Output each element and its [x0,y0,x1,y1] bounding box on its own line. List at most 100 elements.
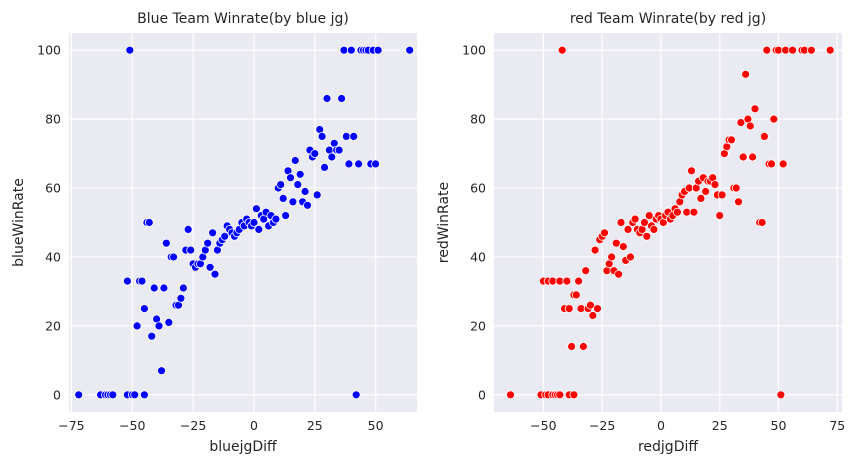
scatter-point-red [640,218,649,227]
y-tick-label-red: 100 [462,43,486,58]
scatter-point-blue [254,224,264,234]
scatter-point-red [687,166,696,176]
y-axis-label-red: redWinRate [436,182,452,263]
scatter-point-blue [405,45,415,55]
scatter-point-red [574,276,583,286]
scatter-point-blue [139,390,149,400]
scatter-point-blue [210,269,220,279]
scatter-point-blue [337,94,347,103]
scatter-point-blue [373,45,383,55]
scatter-point-red [757,218,767,227]
scatter-point-red [762,45,772,55]
scatter-point-red [630,214,640,224]
x-tick-label-blue: −25 [180,418,206,433]
scatter-point-blue [293,180,303,190]
scatter-point-red [710,180,720,190]
scatter-point-blue [149,283,159,293]
scatter-point-red [579,342,588,351]
scatter-point-red [564,304,574,314]
x-tick-label-red: 0 [657,418,665,433]
scatter-point-blue [164,317,174,327]
scatter-point-blue [147,331,157,341]
scatter-point-blue [169,252,179,262]
scatter-point-red [626,252,635,262]
scatter-point-red [748,152,757,162]
scatter-point-red [571,290,581,300]
scatter-point-red [642,231,652,241]
blue-winrate-panel: −75 −50 −25 0 25 50 0 20 40 60 80 100 Blue Team Win… [11,11,417,455]
scatter-point-red [731,183,741,193]
x-tick-label-red: 50 [771,418,787,433]
scatter-point-blue [351,390,361,400]
x-tick-label-blue: 25 [307,418,323,433]
scatter-point-red [555,390,565,400]
scatter-point-red [644,211,654,221]
scatter-point-blue [159,283,169,293]
points-blue [74,45,415,400]
x-tick-label-red: −50 [530,418,556,433]
scatter-point-red [590,245,600,255]
scatter-point-blue [139,304,149,314]
y-tick-label-red: 40 [470,249,486,264]
scatter-point-blue [303,200,312,210]
scatter-point-blue [178,283,188,293]
scatter-point-red [769,114,779,124]
scatter-point-red [593,304,602,314]
ticks-red: −50 −25 0 25 50 75 0 20 40 60 80 100 [462,43,845,433]
scatter-point-red [734,197,743,207]
y-tick-label-red: 60 [470,181,486,196]
scatter-point-red [569,390,579,400]
scatter-point-blue [208,228,218,238]
scatter-point-blue [349,131,359,141]
scatter-point-red [611,238,621,248]
scatter-point-blue [346,45,356,55]
scatter-point-red [807,45,816,55]
scatter-point-blue [176,293,186,303]
scatter-point-blue [74,390,84,400]
y-tick-label-blue: 40 [45,249,61,264]
scatter-point-red [623,224,633,234]
scatter-point-blue [144,218,154,227]
scatter-point-red [614,269,623,279]
chart-title-blue: Blue Team Winrate(by blue jg) [137,11,349,27]
scatter-point-blue [132,321,142,331]
scatter-point-red [562,276,572,286]
scatter-point-red [776,390,786,400]
scatter-point-blue [137,276,147,286]
scatter-point-red [506,390,515,400]
scatter-point-red [778,159,788,169]
x-tick-label-blue: −50 [119,418,145,433]
x-axis-label-blue: bluejgDiff [209,439,277,455]
scatter-point-blue [317,131,327,141]
scatter-point-red [715,211,725,221]
scatter-point-blue [290,156,300,165]
scatter-point-blue [220,231,230,241]
x-tick-label-red: 75 [829,418,845,433]
scatter-point-red [738,152,748,162]
scatter-point-red [607,252,616,262]
scatter-point-blue [130,390,140,400]
scatter-point-red [557,45,567,55]
scatter-point-red [717,190,727,200]
scatter-point-red [788,45,797,55]
scatter-point-red [618,242,628,252]
grid-blue [69,33,417,412]
scatter-point-blue [125,45,135,55]
scatter-point-blue [205,262,215,272]
scatter-point-blue [108,390,118,400]
scatter-point-blue [154,321,164,331]
scatter-point-red [649,224,659,234]
scatter-point-blue [278,193,288,203]
scatter-point-red [701,187,710,196]
scatter-point-red [741,69,750,79]
scatter-point-blue [249,218,259,227]
y-axis-label-blue: blueWinRate [11,178,27,267]
scatter-point-blue [300,187,310,196]
scatter-point-blue [123,276,132,286]
scatter-point-blue [312,190,322,200]
y-tick-label-red: 0 [478,387,486,402]
scatter-point-red [600,228,609,238]
scatter-point-blue [288,197,298,207]
scatter-point-blue [276,180,286,190]
